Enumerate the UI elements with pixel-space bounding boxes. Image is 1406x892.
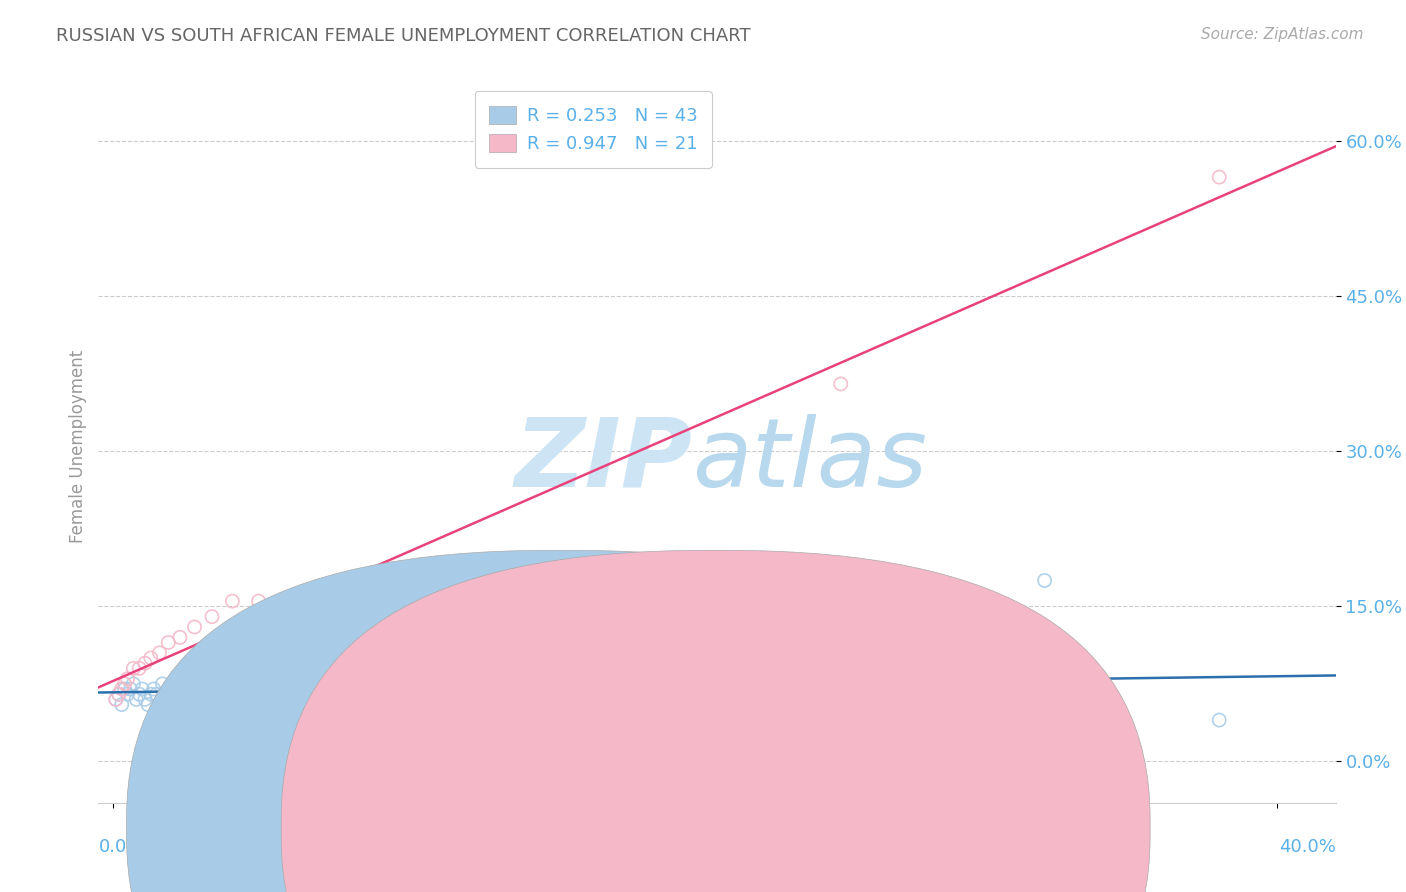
Text: South Africans: South Africans xyxy=(740,819,870,837)
Point xyxy=(128,687,150,701)
Point xyxy=(139,687,162,701)
Point xyxy=(157,635,180,649)
Point xyxy=(111,698,134,712)
Point xyxy=(188,687,211,701)
Y-axis label: Female Unemployment: Female Unemployment xyxy=(69,350,87,542)
Point xyxy=(148,646,170,660)
Point xyxy=(107,687,129,701)
Point xyxy=(142,681,165,696)
Point xyxy=(180,681,202,696)
Point xyxy=(111,681,134,696)
Point xyxy=(224,687,246,701)
Point xyxy=(247,594,270,608)
Text: 0.0%: 0.0% xyxy=(98,838,143,856)
Point xyxy=(104,692,127,706)
Text: 40.0%: 40.0% xyxy=(1279,838,1336,856)
Point xyxy=(134,656,156,670)
Point xyxy=(172,672,194,686)
Point xyxy=(1033,574,1056,588)
Point xyxy=(538,687,561,701)
Point xyxy=(239,687,262,701)
Point xyxy=(114,681,136,696)
Point xyxy=(422,677,444,691)
Point xyxy=(387,681,409,696)
Point xyxy=(107,687,129,701)
Point xyxy=(329,594,352,608)
Point xyxy=(169,630,191,644)
Point xyxy=(131,681,153,696)
Text: Source: ZipAtlas.com: Source: ZipAtlas.com xyxy=(1201,27,1364,42)
Point xyxy=(117,672,139,686)
Text: RUSSIAN VS SOUTH AFRICAN FEMALE UNEMPLOYMENT CORRELATION CHART: RUSSIAN VS SOUTH AFRICAN FEMALE UNEMPLOY… xyxy=(56,27,751,45)
Point xyxy=(136,698,159,712)
Point xyxy=(830,681,852,696)
Text: ZIP: ZIP xyxy=(515,414,692,507)
Point xyxy=(277,672,299,686)
Legend: R = 0.253   N = 43, R = 0.947   N = 21: R = 0.253 N = 43, R = 0.947 N = 21 xyxy=(475,91,711,168)
Point xyxy=(139,651,162,665)
Text: atlas: atlas xyxy=(692,414,928,507)
Point xyxy=(128,661,150,675)
Point xyxy=(117,687,139,701)
Point xyxy=(120,681,142,696)
Point xyxy=(201,609,224,624)
Point xyxy=(256,630,278,644)
Point xyxy=(683,687,706,701)
Point xyxy=(221,594,243,608)
Point xyxy=(354,677,377,691)
Point xyxy=(917,692,939,706)
Point xyxy=(114,677,136,691)
Point xyxy=(145,687,167,701)
Point xyxy=(742,681,765,696)
Point xyxy=(122,661,145,675)
Point xyxy=(495,681,517,696)
Point xyxy=(389,583,412,598)
Point xyxy=(626,713,648,727)
Point xyxy=(830,376,852,391)
Point xyxy=(198,681,221,696)
Point xyxy=(582,681,605,696)
Point xyxy=(157,692,180,706)
Point xyxy=(451,687,474,701)
Point xyxy=(183,620,205,634)
Point xyxy=(125,692,148,706)
Point xyxy=(134,692,156,706)
Point xyxy=(1208,170,1230,185)
Point xyxy=(163,687,186,701)
Point xyxy=(299,681,322,696)
Point xyxy=(283,615,305,629)
Point xyxy=(104,692,127,706)
Point xyxy=(326,687,349,701)
Point xyxy=(152,677,174,691)
Text: Russians: Russians xyxy=(585,819,664,837)
Point xyxy=(209,677,232,691)
Point xyxy=(1208,713,1230,727)
Point xyxy=(122,677,145,691)
